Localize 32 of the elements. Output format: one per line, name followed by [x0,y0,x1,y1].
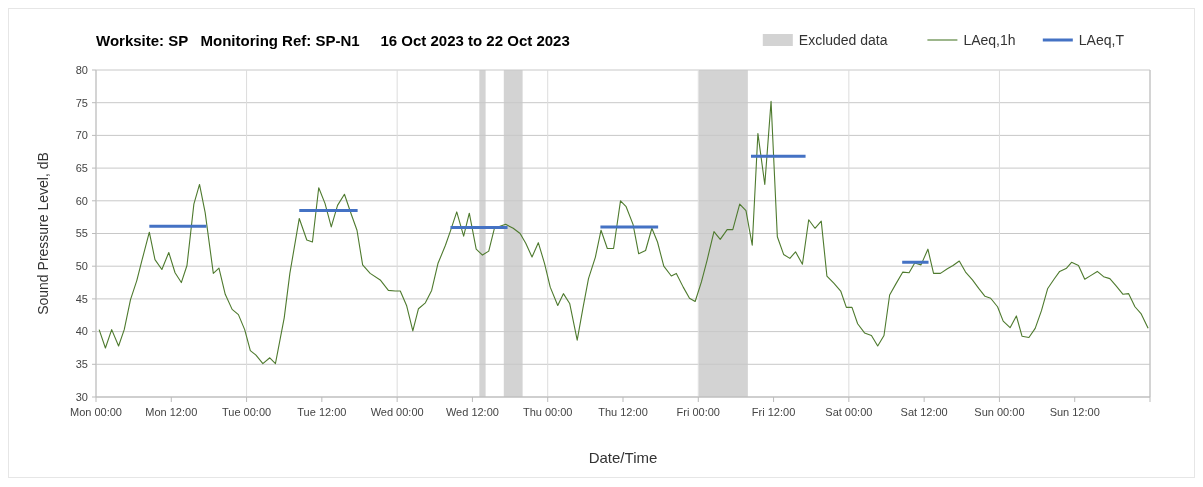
x-tick-label: Sat 00:00 [825,406,873,418]
x-tick-label: Sun 12:00 [1049,406,1100,418]
x-tick-label: Mon 12:00 [145,406,198,418]
x-tick-label: Tue 12:00 [297,406,347,418]
x-tick-label: Sat 12:00 [900,406,948,418]
y-tick-label: 40 [75,325,88,338]
y-tick-label: 50 [75,260,88,273]
y-tick-label: 60 [75,194,88,207]
x-axis-title: Date/Time [588,449,658,466]
x-tick-label: Fri 00:00 [676,406,720,418]
line-series [98,100,1149,365]
x-tick-label: Wed 12:00 [445,406,499,418]
x-tick-label: Sun 00:00 [974,406,1025,418]
y-axis-title: Sound Pressure Level, dB [35,152,51,315]
y-tick-label: 65 [75,161,88,174]
y-tick-label: 75 [75,96,88,109]
y-tick-label: 55 [75,227,88,240]
x-tick-label: Tue 00:00 [222,406,272,418]
x-tick-label: Thu 12:00 [598,406,648,418]
chart-title: Worksite: SP Monitoring Ref: SP-N1 16 Oct 2023 to 22 Oct 2023 [96,32,570,49]
y-tick-label: 35 [75,358,88,371]
legend-label: LAeq,1h [963,32,1016,48]
y-tick-label: 30 [75,390,88,403]
y-tick-label: 80 [75,63,88,76]
y-tick-label: 70 [75,129,88,142]
y-tick-label: 45 [75,292,88,305]
x-tick-label: Mon 00:00 [70,406,122,418]
legend-label: LAeq,T [1078,32,1125,48]
x-tick-label: Thu 00:00 [522,406,573,418]
legend-label: Excluded data [798,32,888,48]
x-tick-label: Fri 12:00 [751,406,796,418]
x-tick-label: Wed 00:00 [370,406,424,418]
